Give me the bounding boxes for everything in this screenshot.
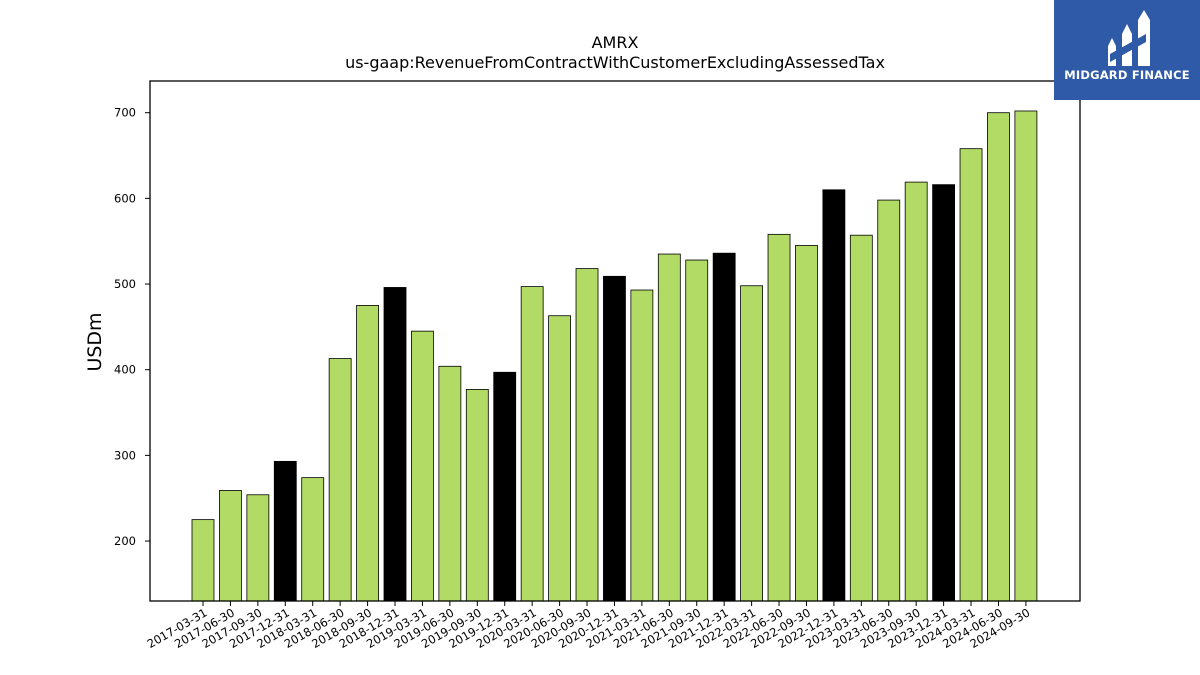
bar bbox=[849, 234, 873, 602]
bar bbox=[959, 148, 983, 602]
y-axis: 200 300 400 500 600 700 bbox=[114, 106, 150, 548]
bar bbox=[575, 268, 599, 602]
bar bbox=[273, 460, 297, 602]
y-axis-label: USDm bbox=[84, 312, 106, 371]
bar bbox=[1014, 110, 1038, 602]
bar bbox=[301, 477, 325, 602]
bar bbox=[191, 519, 215, 602]
bar bbox=[603, 275, 626, 602]
bar bbox=[246, 494, 270, 602]
chart-title: AMRX bbox=[592, 33, 639, 52]
bar bbox=[767, 233, 791, 602]
bar bbox=[795, 245, 818, 602]
y-tick-label: 200 bbox=[114, 534, 136, 548]
bar bbox=[328, 358, 352, 602]
bar bbox=[548, 315, 571, 602]
y-tick-label: 500 bbox=[114, 277, 136, 291]
y-tick-label: 400 bbox=[114, 363, 136, 377]
bar bbox=[712, 252, 736, 602]
bar bbox=[657, 253, 681, 602]
bar bbox=[740, 285, 763, 602]
y-tick-label: 600 bbox=[114, 191, 136, 205]
bar bbox=[411, 330, 434, 602]
bar bbox=[438, 365, 462, 602]
bar bbox=[383, 287, 407, 602]
bars-group bbox=[191, 110, 1038, 602]
x-axis: 2017-03-312017-06-302017-09-302017-12-31… bbox=[145, 601, 1032, 651]
bar bbox=[877, 199, 901, 602]
bar bbox=[822, 189, 846, 602]
y-tick-label: 700 bbox=[114, 106, 136, 120]
midgard-logo-icon bbox=[1108, 10, 1150, 66]
bar bbox=[630, 289, 654, 602]
plot-frame bbox=[149, 80, 1081, 602]
bar bbox=[356, 305, 379, 602]
bar bbox=[932, 184, 956, 602]
bar bbox=[493, 371, 517, 602]
bar bbox=[520, 286, 544, 602]
bar bbox=[465, 388, 489, 602]
chart-subtitle: us-gaap:RevenueFromContractWithCustomerE… bbox=[345, 53, 885, 72]
bar bbox=[219, 490, 242, 602]
brand-logo: MIDGARD FINANCE bbox=[1054, 0, 1200, 100]
bar bbox=[904, 181, 928, 602]
bar bbox=[685, 259, 709, 602]
logo-text: MIDGARD FINANCE bbox=[1064, 68, 1190, 82]
bar bbox=[987, 112, 1010, 602]
y-tick-label: 300 bbox=[114, 448, 136, 462]
